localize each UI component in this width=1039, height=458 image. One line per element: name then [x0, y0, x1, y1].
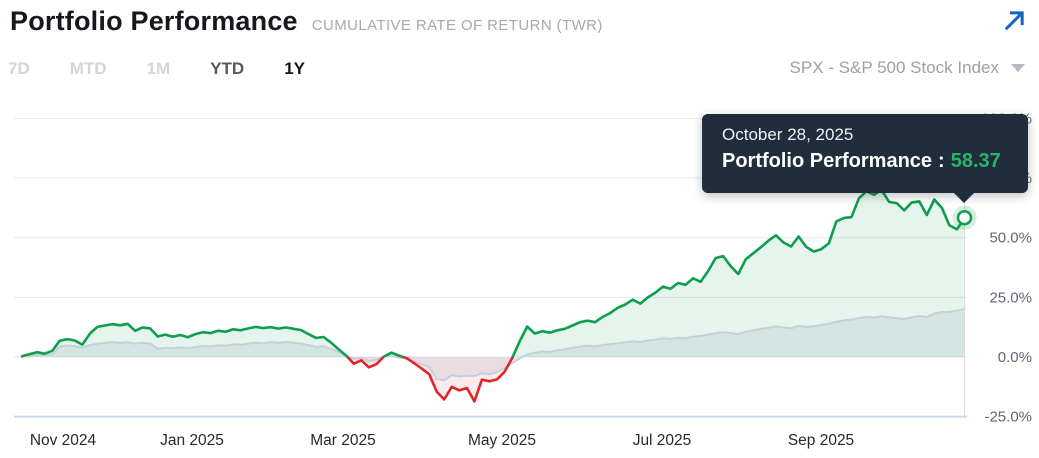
tooltip-date: October 28, 2025	[722, 125, 854, 144]
benchmark-selector[interactable]: SPX - S&P 500 Stock Index	[790, 58, 1025, 78]
y-axis-tick-label: 50.0%	[989, 230, 1032, 247]
page-subtitle: CUMULATIVE RATE OF RETURN (TWR)	[311, 17, 603, 34]
y-axis-tick-label: 25.0%	[989, 289, 1032, 306]
benchmark-area	[22, 308, 965, 381]
caret-down-icon	[1011, 64, 1025, 72]
tooltip-separator: :	[938, 150, 945, 172]
expand-button[interactable]	[1000, 7, 1028, 35]
widget-header: Portfolio Performance CUMULATIVE RATE OF…	[10, 6, 603, 37]
arrow-up-right-icon	[1004, 11, 1024, 31]
range-tabs: 7D MTD 1M YTD 1Y	[8, 59, 305, 79]
tooltip-series-row: Portfolio Performance:58.37	[722, 150, 1028, 173]
portfolio-line-negative	[20, 357, 515, 403]
x-axis-tick-label: May 2025	[468, 432, 536, 449]
y-axis-tick-label: 0.0%	[998, 349, 1032, 366]
tooltip-caret-icon	[953, 192, 975, 203]
tab-mtd[interactable]: MTD	[69, 59, 107, 78]
page-title: Portfolio Performance	[10, 6, 298, 36]
x-axis-tick-label: Nov 2024	[30, 432, 97, 449]
chart-tooltip: October 28, 2025 Portfolio Performance:5…	[702, 114, 1028, 203]
benchmark-selected-value: SPX - S&P 500 Stock Index	[789, 58, 999, 77]
x-axis-tick-label: Sep 2025	[788, 432, 854, 449]
y-axis-tick-label: -25.0%	[984, 409, 1032, 426]
x-axis-tick-label: Mar 2025	[310, 432, 375, 449]
tab-7d[interactable]: 7D	[8, 59, 30, 78]
x-axis-labels: Nov 2024 Jan 2025 Mar 2025 May 2025 Jul 2025…	[30, 432, 854, 449]
tooltip-series-label: Portfolio Performance	[722, 150, 933, 172]
portfolio-area-positive	[22, 190, 965, 357]
x-axis-tick-label: Jan 2025	[160, 432, 224, 449]
portfolio-line-positive	[20, 188, 966, 357]
x-axis-tick-label: Jul 2025	[633, 432, 692, 449]
tab-1y[interactable]: 1Y	[284, 59, 305, 78]
tooltip-value: 58.37	[950, 150, 1001, 172]
hover-marker	[956, 209, 973, 226]
tab-ytd[interactable]: YTD	[210, 59, 245, 78]
tab-1m[interactable]: 1M	[146, 59, 171, 78]
benchmark-line	[21, 307, 966, 382]
